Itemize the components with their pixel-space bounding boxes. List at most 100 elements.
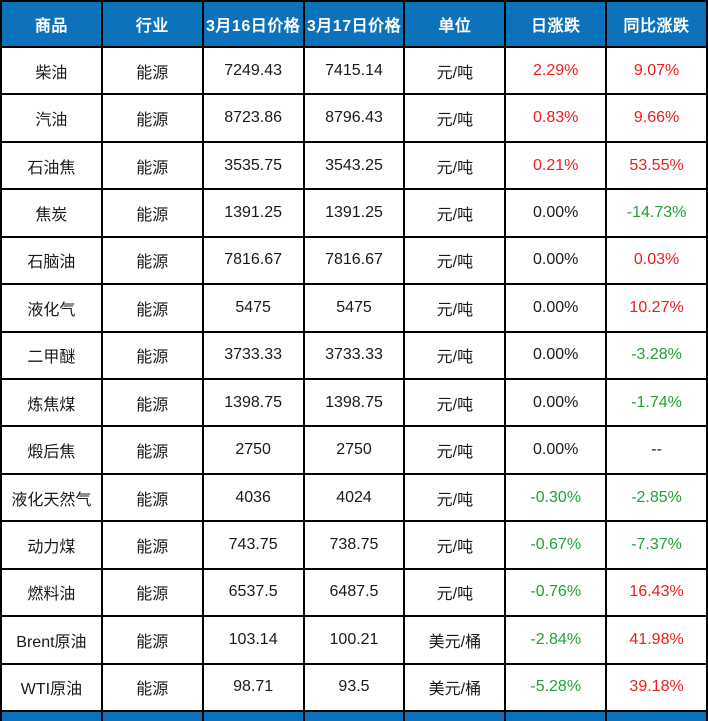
cell-yoy-change: 10.27% xyxy=(607,285,708,333)
cell-yoy-change: 16.43% xyxy=(607,569,708,618)
cell-day-change: -0.30% xyxy=(506,474,608,523)
cell-unit: 元/吨 xyxy=(405,427,507,475)
cell-price-0316: 3535.75 xyxy=(203,142,305,191)
cell-name: 燃料油 xyxy=(2,569,103,618)
cell-yoy-change: 9.66% xyxy=(607,95,708,143)
column-header-price-mar17: 3月17日价格 xyxy=(304,2,406,48)
cell-price-0316: 98.71 xyxy=(203,664,305,712)
cell-price-0317: 93.5 xyxy=(304,664,406,712)
cell-industry: 能源 xyxy=(102,522,204,570)
next-section-header-sliver xyxy=(2,711,103,721)
cell-name: WTI原油 xyxy=(2,664,103,712)
cell-yoy-change: -- xyxy=(607,427,708,475)
cell-price-0317: 5475 xyxy=(304,285,406,333)
cell-industry: 能源 xyxy=(102,379,204,428)
cell-yoy-change: -2.85% xyxy=(607,474,708,523)
cell-yoy-change: 41.98% xyxy=(607,617,708,665)
cell-industry: 能源 xyxy=(102,569,204,618)
cell-yoy-change: -7.37% xyxy=(607,522,708,570)
cell-price-0316: 7816.67 xyxy=(203,237,305,286)
cell-unit: 元/吨 xyxy=(405,285,507,333)
cell-day-change: 0.00% xyxy=(506,237,608,286)
cell-unit: 元/吨 xyxy=(405,379,507,428)
cell-day-change: 2.29% xyxy=(506,48,608,96)
cell-name: 液化天然气 xyxy=(2,474,103,523)
column-header-unit: 单位 xyxy=(405,2,507,48)
cell-name: 柴油 xyxy=(2,48,103,96)
cell-yoy-change: -3.28% xyxy=(607,332,708,380)
cell-day-change: 0.00% xyxy=(506,427,608,475)
column-header-daily-change: 日涨跌 xyxy=(506,2,608,48)
cell-name: 石脑油 xyxy=(2,237,103,286)
cell-yoy-change: 39.18% xyxy=(607,664,708,712)
next-section-header-sliver xyxy=(405,711,507,721)
cell-industry: 能源 xyxy=(102,332,204,380)
cell-industry: 能源 xyxy=(102,617,204,665)
cell-day-change: 0.00% xyxy=(506,332,608,380)
cell-price-0317: 3733.33 xyxy=(304,332,406,380)
cell-industry: 能源 xyxy=(102,190,204,238)
cell-price-0317: 4024 xyxy=(304,474,406,523)
cell-day-change: 0.21% xyxy=(506,142,608,191)
cell-unit: 元/吨 xyxy=(405,332,507,380)
cell-price-0317: 100.21 xyxy=(304,617,406,665)
cell-yoy-change: -1.74% xyxy=(607,379,708,428)
cell-name: 炼焦煤 xyxy=(2,379,103,428)
cell-price-0317: 1398.75 xyxy=(304,379,406,428)
cell-industry: 能源 xyxy=(102,142,204,191)
cell-unit: 元/吨 xyxy=(405,142,507,191)
cell-industry: 能源 xyxy=(102,427,204,475)
next-section-header-sliver xyxy=(607,711,708,721)
cell-price-0316: 103.14 xyxy=(203,617,305,665)
cell-unit: 元/吨 xyxy=(405,474,507,523)
cell-price-0316: 4036 xyxy=(203,474,305,523)
cell-price-0316: 1391.25 xyxy=(203,190,305,238)
cell-day-change: -5.28% xyxy=(506,664,608,712)
cell-unit: 元/吨 xyxy=(405,95,507,143)
cell-price-0317: 2750 xyxy=(304,427,406,475)
cell-day-change: -0.76% xyxy=(506,569,608,618)
column-header-commodity: 商品 xyxy=(2,2,103,48)
cell-price-0317: 738.75 xyxy=(304,522,406,570)
cell-price-0317: 6487.5 xyxy=(304,569,406,618)
cell-unit: 元/吨 xyxy=(405,48,507,96)
cell-yoy-change: -14.73% xyxy=(607,190,708,238)
cell-price-0316: 3733.33 xyxy=(203,332,305,380)
cell-industry: 能源 xyxy=(102,474,204,523)
column-header-price-mar16: 3月16日价格 xyxy=(203,2,305,48)
cell-unit: 美元/桶 xyxy=(405,617,507,665)
cell-name: 焦炭 xyxy=(2,190,103,238)
cell-industry: 能源 xyxy=(102,237,204,286)
cell-unit: 元/吨 xyxy=(405,569,507,618)
cell-name: 汽油 xyxy=(2,95,103,143)
cell-day-change: 0.83% xyxy=(506,95,608,143)
column-header-industry: 行业 xyxy=(102,2,204,48)
cell-name: 二甲醚 xyxy=(2,332,103,380)
cell-name: 动力煤 xyxy=(2,522,103,570)
cell-industry: 能源 xyxy=(102,95,204,143)
next-section-header-sliver xyxy=(102,711,204,721)
cell-price-0317: 3543.25 xyxy=(304,142,406,191)
cell-yoy-change: 0.03% xyxy=(607,237,708,286)
cell-price-0317: 7816.67 xyxy=(304,237,406,286)
cell-unit: 美元/桶 xyxy=(405,664,507,712)
cell-price-0316: 8723.86 xyxy=(203,95,305,143)
cell-industry: 能源 xyxy=(102,664,204,712)
cell-name: 石油焦 xyxy=(2,142,103,191)
cell-price-0317: 1391.25 xyxy=(304,190,406,238)
cell-unit: 元/吨 xyxy=(405,522,507,570)
cell-price-0316: 1398.75 xyxy=(203,379,305,428)
cell-yoy-change: 53.55% xyxy=(607,142,708,191)
cell-industry: 能源 xyxy=(102,48,204,96)
cell-day-change: 0.00% xyxy=(506,190,608,238)
next-section-header-sliver xyxy=(506,711,608,721)
column-header-yoy-change: 同比涨跌 xyxy=(607,2,708,48)
cell-day-change: -0.67% xyxy=(506,522,608,570)
cell-yoy-change: 9.07% xyxy=(607,48,708,96)
cell-day-change: 0.00% xyxy=(506,379,608,428)
cell-day-change: 0.00% xyxy=(506,285,608,333)
cell-name: Brent原油 xyxy=(2,617,103,665)
cell-price-0316: 7249.43 xyxy=(203,48,305,96)
next-section-header-sliver xyxy=(304,711,406,721)
